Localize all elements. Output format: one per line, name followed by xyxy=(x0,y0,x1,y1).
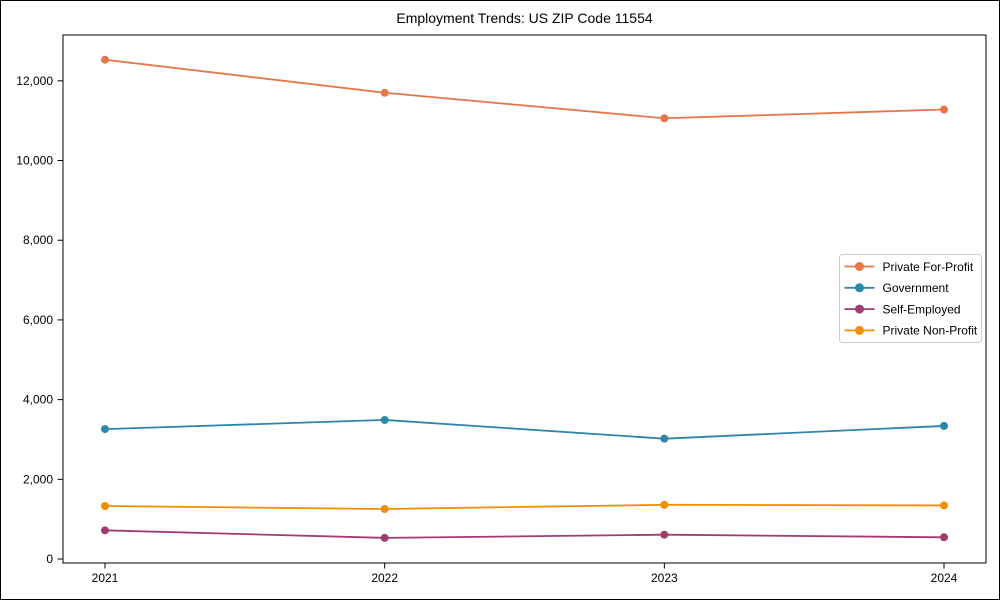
data-point-private-non-profit-2024 xyxy=(940,501,948,510)
data-point-private-for-profit-2022 xyxy=(380,88,389,97)
y-axis-tick-label: 12,000 xyxy=(16,74,53,88)
y-axis-tick-label: 2,000 xyxy=(23,472,53,486)
data-point-self-employed-2024 xyxy=(940,533,948,542)
y-axis-tick-label: 8,000 xyxy=(23,233,53,247)
data-point-government-2021 xyxy=(101,425,109,434)
legend-swatch-marker-private-non-profit xyxy=(855,325,864,335)
legend-label-self-employed: Self-Employed xyxy=(883,302,961,316)
legend-swatch-marker-private-for-profit xyxy=(855,262,864,271)
legend-label-private-for-profit: Private For-Profit xyxy=(883,260,974,274)
data-point-private-non-profit-2023 xyxy=(660,500,669,509)
x-axis-tick-label: 2023 xyxy=(651,571,678,585)
y-axis-tick-label: 6,000 xyxy=(23,313,53,327)
legend-box xyxy=(839,254,982,343)
data-point-private-for-profit-2021 xyxy=(101,55,109,64)
x-axis-tick-label: 2021 xyxy=(92,571,119,585)
data-point-private-for-profit-2023 xyxy=(660,114,669,123)
legend-label-government: Government xyxy=(883,281,950,295)
chart-title: Employment Trends: US ZIP Code 11554 xyxy=(396,10,653,26)
legend-label-private-non-profit: Private Non-Profit xyxy=(883,324,978,338)
x-axis-tick-label: 2024 xyxy=(931,571,958,585)
x-axis-tick-label: 2022 xyxy=(371,571,398,585)
series-line-self-employed xyxy=(104,529,945,539)
series-line-government xyxy=(104,419,945,440)
series-line-private-non-profit xyxy=(104,503,945,510)
y-axis-tick-label: 0 xyxy=(46,552,53,566)
y-axis-tick-label: 4,000 xyxy=(23,393,53,407)
data-point-government-2022 xyxy=(380,415,389,424)
data-point-self-employed-2021 xyxy=(101,526,109,535)
data-point-government-2023 xyxy=(660,434,669,443)
data-point-self-employed-2023 xyxy=(660,530,669,539)
data-point-self-employed-2022 xyxy=(380,533,389,542)
legend-swatch-marker-government xyxy=(855,283,864,293)
series-line-private-for-profit xyxy=(104,58,945,120)
data-point-private-non-profit-2021 xyxy=(101,502,109,511)
data-point-government-2024 xyxy=(940,421,948,430)
data-point-private-for-profit-2024 xyxy=(940,105,948,114)
data-point-private-non-profit-2022 xyxy=(380,505,389,514)
legend-swatch-marker-self-employed xyxy=(855,304,864,314)
y-axis-tick-label: 10,000 xyxy=(16,154,53,168)
plot-border xyxy=(62,34,987,564)
